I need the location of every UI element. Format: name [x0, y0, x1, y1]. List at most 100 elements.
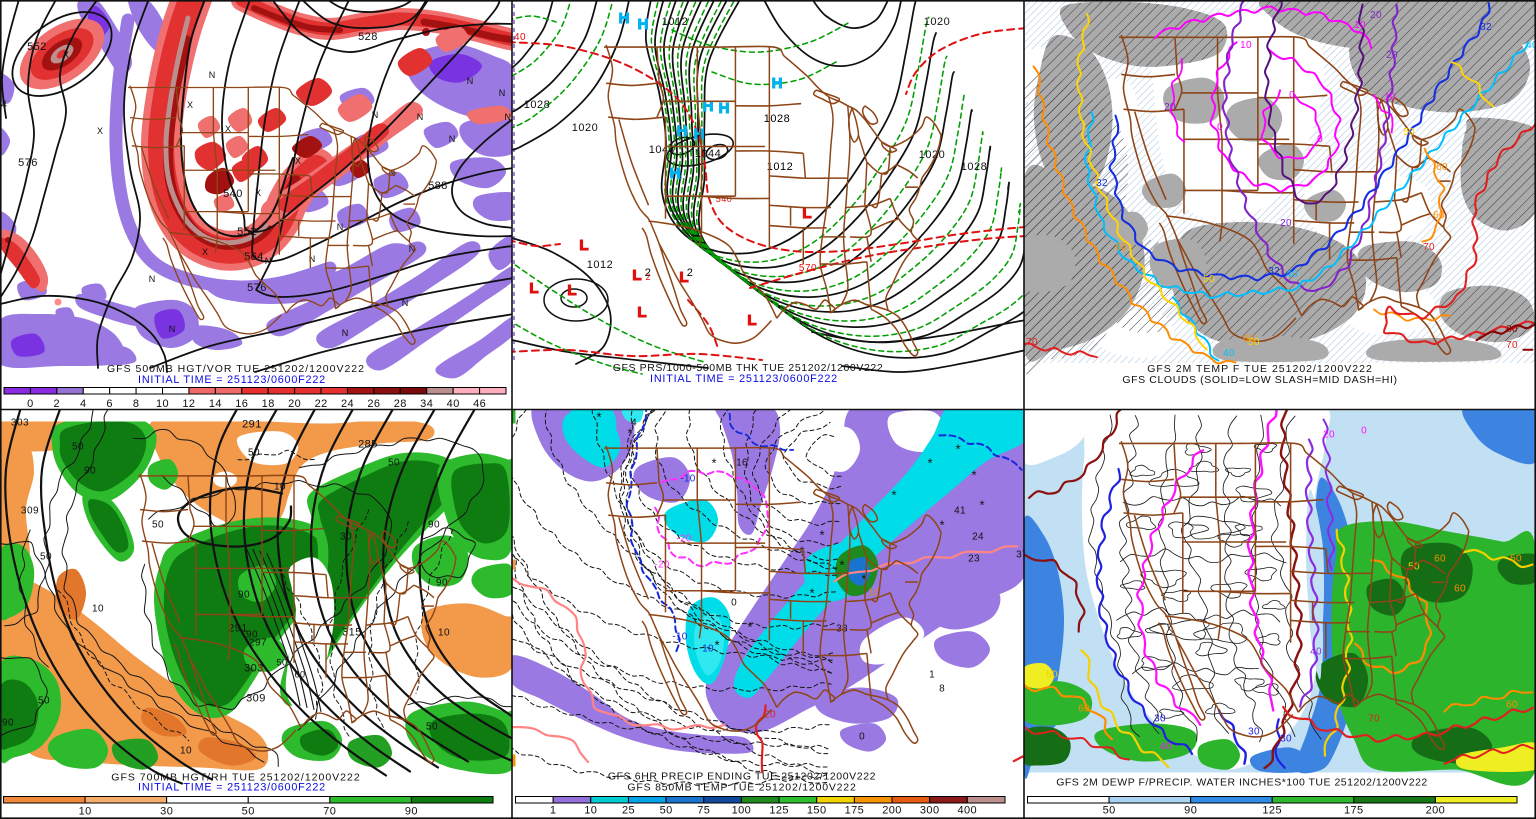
svg-text:50: 50 — [38, 696, 50, 707]
svg-text:N: N — [499, 88, 506, 98]
svg-text:10: 10 — [274, 482, 286, 493]
svg-text:1028: 1028 — [961, 161, 987, 173]
svg-text:10: 10 — [702, 644, 714, 655]
svg-text:570: 570 — [799, 263, 817, 274]
svg-text:14: 14 — [209, 398, 222, 410]
svg-text:37: 37 — [1016, 550, 1028, 561]
svg-text:N: N — [169, 324, 176, 334]
svg-text:285: 285 — [358, 439, 378, 451]
svg-text:576: 576 — [247, 282, 267, 294]
svg-text:50: 50 — [152, 520, 164, 531]
svg-text:N: N — [505, 112, 512, 122]
svg-text:552: 552 — [27, 41, 47, 53]
svg-text:90: 90 — [84, 466, 96, 477]
svg-text:0: 0 — [859, 732, 865, 743]
svg-text:H: H — [670, 165, 681, 182]
svg-text:GFS 850MB TEMP TUE 251202/1200: GFS 850MB TEMP TUE 251202/1200V222 — [627, 782, 856, 794]
svg-text:22: 22 — [315, 398, 328, 410]
svg-text:2: 2 — [677, 171, 682, 181]
svg-text:10: 10 — [156, 398, 169, 410]
svg-text:N: N — [372, 110, 379, 120]
svg-text:0: 0 — [27, 398, 34, 410]
svg-text:100: 100 — [732, 805, 752, 817]
svg-text:32: 32 — [1096, 178, 1108, 189]
svg-text:H: H — [694, 126, 705, 143]
svg-text:309: 309 — [246, 693, 266, 705]
svg-text:20: 20 — [764, 710, 776, 721]
svg-text:34: 34 — [420, 398, 433, 410]
svg-text:552: 552 — [237, 226, 257, 238]
svg-text:H: H — [677, 123, 688, 140]
svg-text:8: 8 — [939, 684, 945, 695]
svg-text:GFS PRS/1000-500MB THK TUE 251: GFS PRS/1000-500MB THK TUE 251202/1200V2… — [613, 362, 884, 374]
svg-text:60: 60 — [1115, 242, 1127, 253]
svg-text:1012: 1012 — [767, 161, 793, 173]
svg-text:X: X — [225, 124, 231, 134]
svg-text:1028: 1028 — [764, 113, 790, 125]
svg-text:20: 20 — [1280, 218, 1292, 229]
svg-text:N: N — [409, 244, 416, 254]
svg-text:10: 10 — [868, 588, 880, 599]
svg-text:1020: 1020 — [572, 122, 598, 134]
svg-text:20: 20 — [1323, 430, 1335, 441]
svg-text:1: 1 — [550, 805, 557, 817]
svg-text:L: L — [579, 237, 588, 254]
svg-text:40: 40 — [1160, 742, 1172, 753]
svg-text:*: * — [799, 544, 804, 559]
svg-text:46: 46 — [473, 398, 486, 410]
svg-text:90: 90 — [1184, 805, 1197, 817]
svg-text:315: 315 — [342, 627, 362, 639]
svg-text:12: 12 — [182, 398, 195, 410]
svg-text:40: 40 — [1310, 647, 1322, 658]
svg-text:*: * — [939, 518, 944, 533]
svg-text:24: 24 — [341, 398, 354, 410]
svg-text:564: 564 — [244, 251, 264, 263]
svg-text:4: 4 — [631, 418, 637, 429]
svg-text:300: 300 — [920, 805, 940, 817]
svg-text:60: 60 — [1078, 704, 1090, 715]
svg-text:2: 2 — [645, 267, 652, 279]
svg-text:*: * — [891, 488, 896, 503]
svg-text:*: * — [711, 456, 716, 471]
svg-text:528: 528 — [358, 31, 378, 43]
svg-text:50: 50 — [72, 442, 84, 453]
svg-text:N: N — [337, 222, 344, 232]
svg-text:GFS CLOUDS (SOLID=LOW SLASH=MI: GFS CLOUDS (SOLID=LOW SLASH=MID DASH=HI) — [1122, 374, 1397, 386]
svg-text:1028: 1028 — [524, 99, 550, 111]
svg-text:H: H — [703, 98, 714, 115]
svg-text:50: 50 — [1403, 127, 1415, 138]
svg-text:40: 40 — [1286, 269, 1298, 280]
svg-text:-20: -20 — [676, 534, 691, 545]
svg-text:70: 70 — [1423, 242, 1435, 253]
svg-text:60: 60 — [1454, 584, 1466, 595]
svg-text:200: 200 — [882, 805, 902, 817]
svg-text:70: 70 — [323, 806, 336, 818]
svg-text:200: 200 — [1426, 805, 1446, 817]
svg-text:90: 90 — [405, 806, 418, 818]
svg-text:588: 588 — [428, 180, 448, 192]
svg-text:23: 23 — [968, 554, 980, 565]
svg-text:30: 30 — [1154, 714, 1166, 725]
svg-text:X: X — [97, 126, 103, 136]
svg-text:1044: 1044 — [695, 148, 721, 160]
svg-text:0: 0 — [1217, 122, 1223, 133]
svg-text:125: 125 — [1262, 805, 1282, 817]
svg-text:X: X — [63, 50, 69, 60]
svg-text:8: 8 — [133, 398, 140, 410]
svg-text:1020: 1020 — [924, 16, 950, 28]
svg-text:400: 400 — [958, 805, 978, 817]
svg-text:L: L — [747, 312, 756, 329]
svg-text:150: 150 — [807, 805, 827, 817]
svg-text:125: 125 — [769, 805, 789, 817]
svg-text:303: 303 — [11, 418, 29, 429]
svg-text:309: 309 — [21, 506, 39, 517]
svg-text:*: * — [819, 528, 824, 543]
svg-text:N: N — [265, 256, 272, 266]
svg-text:175: 175 — [845, 805, 865, 817]
svg-text:70: 70 — [1368, 714, 1380, 725]
svg-text:H: H — [638, 16, 649, 33]
svg-text:25: 25 — [622, 805, 635, 817]
svg-text:4: 4 — [1, 99, 8, 111]
svg-text:70: 70 — [1026, 337, 1038, 348]
svg-text:N: N — [402, 298, 409, 308]
